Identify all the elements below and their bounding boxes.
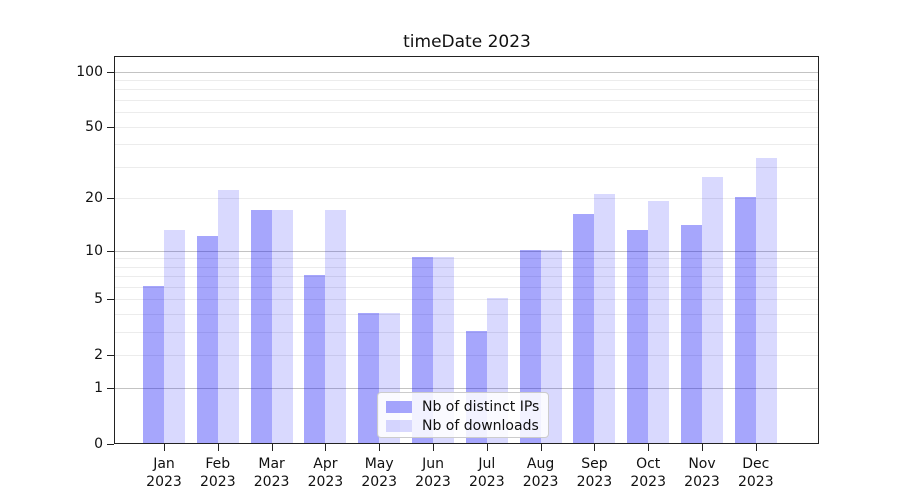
y-tick-label: 0 (94, 436, 103, 452)
bar-ips-3 (304, 275, 326, 443)
x-tick-label: Dec 2023 (737, 456, 774, 490)
x-tick-mark (594, 444, 596, 451)
gridline (115, 71, 818, 73)
y-tick-label: 50 (85, 118, 103, 135)
y-tick-mark (107, 71, 114, 73)
y-tick-mark (107, 126, 114, 128)
gridline (115, 112, 818, 114)
gridline (115, 287, 818, 288)
x-tick-label: Oct 2023 (630, 456, 666, 490)
x-tick-mark (755, 444, 757, 451)
bar-ips-0 (143, 286, 164, 443)
x-tick-label: Jan 2023 (146, 456, 182, 490)
x-tick-mark (540, 444, 542, 451)
bar-downloads-0 (164, 230, 185, 443)
legend-swatch-distinct-ips (386, 400, 412, 413)
x-tick-mark (648, 444, 650, 451)
gridline (115, 144, 818, 146)
x-tick-mark (433, 444, 434, 451)
x-tick-mark (702, 444, 703, 451)
x-tick-label: Jun 2023 (415, 456, 451, 490)
gridline (115, 258, 818, 260)
legend-item: Nb of downloads (386, 416, 540, 435)
x-tick-mark (379, 444, 381, 451)
grid-layer (115, 57, 818, 443)
chart-title: timeDate 2023 (403, 32, 531, 52)
bar-ips-1 (196, 236, 218, 443)
y-tick-label: 1 (94, 380, 103, 397)
bar-downloads-11 (755, 158, 777, 443)
x-tick-label: May 2023 (361, 456, 397, 490)
gridline (115, 266, 818, 268)
y-tick-label: 100 (76, 63, 103, 80)
gridline (115, 332, 818, 334)
legend-item: Nb of distinct IPs (386, 397, 540, 416)
legend-label-distinct-ips: Nb of distinct IPs (422, 398, 540, 415)
bar-ips-9 (627, 230, 649, 443)
axis-layer: 0 1 2 5 10 20 50 100 Jan 2023 Feb 2023 Mar 2023 Apr 202… (76, 57, 818, 490)
gridline (115, 299, 818, 301)
gridline (115, 89, 818, 91)
gridline (115, 126, 818, 128)
bar-ips-11 (734, 197, 756, 443)
y-tick-label: 2 (94, 347, 103, 364)
bar-downloads-9 (648, 201, 670, 443)
y-tick-mark (107, 444, 114, 445)
x-tick-mark (486, 444, 488, 451)
y-tick-label: 10 (85, 242, 103, 259)
bar-downloads-2 (271, 209, 293, 443)
gridline (115, 250, 818, 252)
gridline (115, 388, 818, 390)
gridline (115, 166, 818, 168)
gridline (115, 198, 818, 200)
y-tick-label: 20 (85, 190, 103, 207)
y-tick-mark (107, 250, 114, 252)
x-tick-label: Jul 2023 (468, 456, 505, 490)
x-tick-label: Feb 2023 (199, 456, 236, 490)
x-tick-label: Mar 2023 (253, 456, 290, 490)
gridline (115, 100, 818, 101)
bar-downloads-8 (594, 193, 616, 443)
x-tick-label: Sep 2023 (576, 456, 613, 490)
x-tick-mark (164, 444, 165, 451)
x-tick-mark (271, 444, 273, 451)
y-tick-mark (107, 198, 114, 200)
y-tick-label: 5 (94, 291, 103, 308)
y-tick-mark (107, 299, 114, 301)
legend-label-downloads: Nb of downloads (422, 417, 539, 434)
bar-ips-4 (358, 313, 380, 443)
x-tick-mark (325, 444, 327, 451)
y-tick-mark (107, 388, 114, 390)
bar-downloads-1 (217, 190, 239, 443)
gridline (115, 314, 818, 316)
bar-ips-2 (250, 209, 272, 443)
bar-downloads-10 (702, 177, 723, 443)
bar-ips-10 (681, 224, 702, 443)
x-tick-mark (217, 444, 219, 451)
legend-swatch-downloads (386, 419, 412, 432)
x-tick-label: Nov 2023 (684, 456, 720, 490)
y-tick-mark (107, 355, 114, 357)
plot-area: 0 1 2 5 10 20 50 100 Jan 2023 Feb 2023 Mar 2023 Apr 202… (76, 56, 819, 490)
gridline (115, 80, 818, 81)
x-tick-label: Apr 2023 (307, 456, 344, 490)
gridline (115, 276, 818, 278)
bar-downloads-3 (325, 209, 347, 443)
x-tick-label: Aug 2023 (522, 456, 559, 490)
bar-ips-8 (573, 214, 595, 443)
gridline (115, 355, 818, 357)
legend: Nb of distinct IPs Nb of downloads (377, 392, 549, 438)
